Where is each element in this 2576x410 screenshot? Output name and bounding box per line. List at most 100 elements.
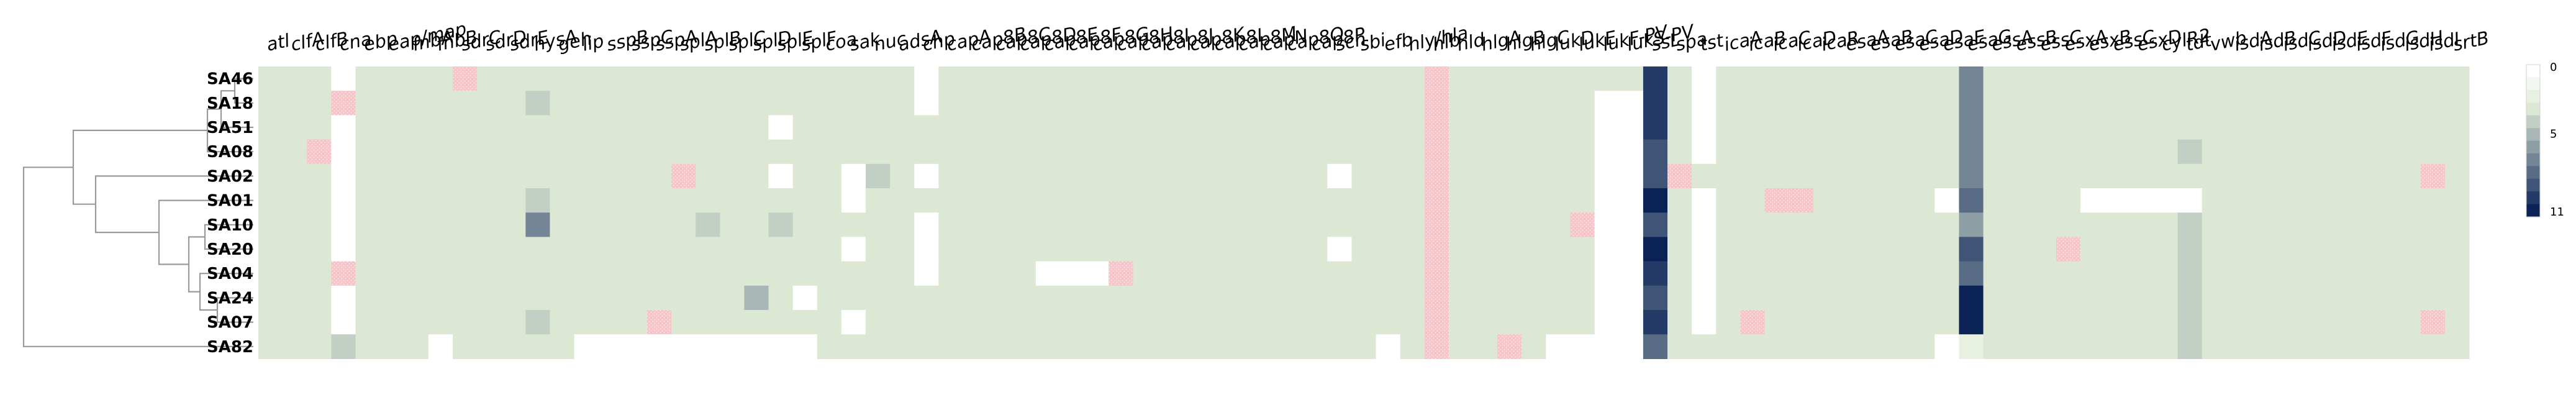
heatmap-cell-SA01-cap8F [1059,188,1085,213]
heatmap-cell-SA10-icaC [1764,212,1790,237]
heatmap-cell-SA07-chp [914,310,939,335]
heatmap-cell-SA04-esxA [2056,261,2081,286]
heatmap-cell-SA18-esxA [2056,91,2081,116]
heatmap-cell-SA02-splF [792,163,818,189]
gene-label-0: atl [265,30,291,55]
heatmap-cell-SA51-esaB [1861,115,1887,140]
heatmap-cell-SA20-splA [671,237,696,262]
heatmap-cell-SA82-cap8M [1230,334,1255,359]
heatmap-cell-SA24-eap/map [379,285,405,311]
heatmap-cell-SA24-isdC [2275,285,2300,311]
heatmap-cell-SA46-sdrE [501,66,526,91]
heatmap-cell-SA51-isdI [2420,115,2446,140]
heatmap-cell-SA51-spa [1667,115,1692,140]
heatmap-cell-SA24-isdH [2396,285,2421,311]
heatmap-cell-SA01-ebp [355,188,381,213]
heatmap-cell-SA20-esaC [1886,237,1911,262]
heatmap-cell-SA20-splC [720,237,745,262]
heatmap-cell-SA01-sdrE [501,188,526,213]
heatmap-cell-SA18-splA [671,91,696,116]
heatmap-cell-SA20-ssL [1643,237,1668,262]
sample-label-SA20: SA20 [207,240,253,259]
heatmap-cell-SA46-coa [817,66,842,91]
heatmap-cell-SA07-atl [258,310,283,335]
heatmap-cell-SA51-hysA [525,115,551,140]
heatmap-cell-SA01-icaR [1813,188,1838,213]
heatmap-cell-SA07-esaG [1959,310,1984,335]
heatmap-cell-SA08-lukS-PV [1618,139,1644,165]
heatmap-cell-SA24-tdt [2177,285,2203,311]
heatmap-cell-SA18-tst [1692,91,1717,116]
heatmap-cell-SA18-esxB [2080,91,2105,116]
colorbar-step [2526,178,2540,192]
heatmap-cell-SA01-cap8B [963,188,988,213]
heatmap-cell-SA82-nuc [866,334,891,359]
heatmap-cell-SA08-nuc [866,139,891,165]
heatmap-cell-SA07-cap8I [1133,310,1158,335]
heatmap-cell-SA08-esaB [1861,139,1887,165]
heatmap-cell-SA10-esaB [1861,212,1887,237]
heatmap-cell-SA51-nuc [866,115,891,140]
heatmap-cell-SA07-isdD [2299,310,2324,335]
heatmap-cell-SA02-isdH [2396,163,2421,189]
heatmap-cell-SA02-esaD [1910,163,1935,189]
heatmap-cell-SA10-cap8G [1084,212,1109,237]
heatmap-cell-SA24-isdA [2226,285,2251,311]
heatmap-cell-SA01-sspA [646,188,672,213]
heatmap-cell-SA02-esxB [2080,163,2105,189]
heatmap-cell-SA20-cap8D [1011,237,1036,262]
heatmap-cell-SA02-lukF-PV [1594,163,1620,189]
heatmap-cell-SA08-lukE [1570,139,1595,165]
dendrogram-branch-n7 [188,236,205,293]
heatmap-cell-SA04-cap8D [1011,261,1036,286]
heatmap-cell-SA07-fnbB [428,310,453,335]
heatmap-cell-SA08-isdB [2250,139,2275,165]
heatmap-cell-SA07-cna [331,310,356,335]
heatmap-cell-SA46-sbi [1351,66,1377,91]
heatmap-cell-SA24-hlgB [1497,285,1522,311]
heatmap-cell-SA82-ebp [355,334,381,359]
heatmap-cell-SA10-splF [792,212,818,237]
heatmap-cell-SA08-isdE [2323,139,2348,165]
heatmap-cell-SA02-clfB [307,163,332,189]
heatmap-cell-SA18-esaE [1934,91,1960,116]
heatmap-cell-SA02-cap8B [963,163,988,189]
heatmap-cell-SA82-tdt [2177,334,2203,359]
heatmap-cell-SA02-esaE [1934,163,1960,189]
heatmap-cell-SA04-coa [817,261,842,286]
heatmap-cell-SA46-cap8F [1059,66,1085,91]
heatmap-cell-SA02-isdG [2372,163,2397,189]
heatmap-cell-SA08-sdrE [501,139,526,165]
heatmap-cell-SA24-sbi [1351,285,1377,311]
heatmap-cell-SA01-esxD [2129,188,2154,213]
heatmap-cell-SA46-scn [1327,66,1353,91]
heatmap-cell-SA02-chp [914,163,939,189]
heatmap-cell-SA08-splA [671,139,696,165]
heatmap-cell-SA10-isdI [2420,212,2446,237]
heatmap-cell-SA08-splE [768,139,794,165]
heatmap-cell-SA51-atl [258,115,283,140]
heatmap-cell-SA46-lukD [1546,66,1571,91]
heatmap-cell-SA07-spa [1667,310,1692,335]
heatmap-cell-SA07-cap8M [1230,310,1255,335]
heatmap-cell-SA82-sdrD [477,334,502,359]
heatmap-cell-SA18-esaA [1837,91,1862,116]
heatmap-cell-SA10-capN [1254,212,1279,237]
heatmap-cell-SA51-cylR2 [2153,115,2179,140]
heatmap-cell-SA08-lukD [1546,139,1571,165]
heatmap-cell-SA01-sdrC [452,188,478,213]
heatmap-cell-SA02-essC [2031,163,2057,189]
heatmap-cell-SA10-atl [258,212,283,237]
heatmap-cell-SA46-isdF [2347,66,2373,91]
heatmap-cell-SA10-efb [1376,212,1401,237]
heatmap-cell-SA18-esaD [1910,91,1935,116]
heatmap-cell-SA10-cap8P [1303,212,1328,237]
heatmap-cell-SA24-ebp [355,285,381,311]
heatmap-cell-SA24-icaR [1813,285,1838,311]
heatmap-cell-SA08-isdF [2347,139,2373,165]
heatmap-cell-SA08-fnbA [404,139,429,165]
heatmap-cell-SA51-sspC [622,115,648,140]
heatmap-cell-SA10-cap8F [1059,212,1085,237]
heatmap-cell-SA04-cap8K [1181,261,1207,286]
heatmap-cell-SA10-cap8H [1109,212,1133,237]
